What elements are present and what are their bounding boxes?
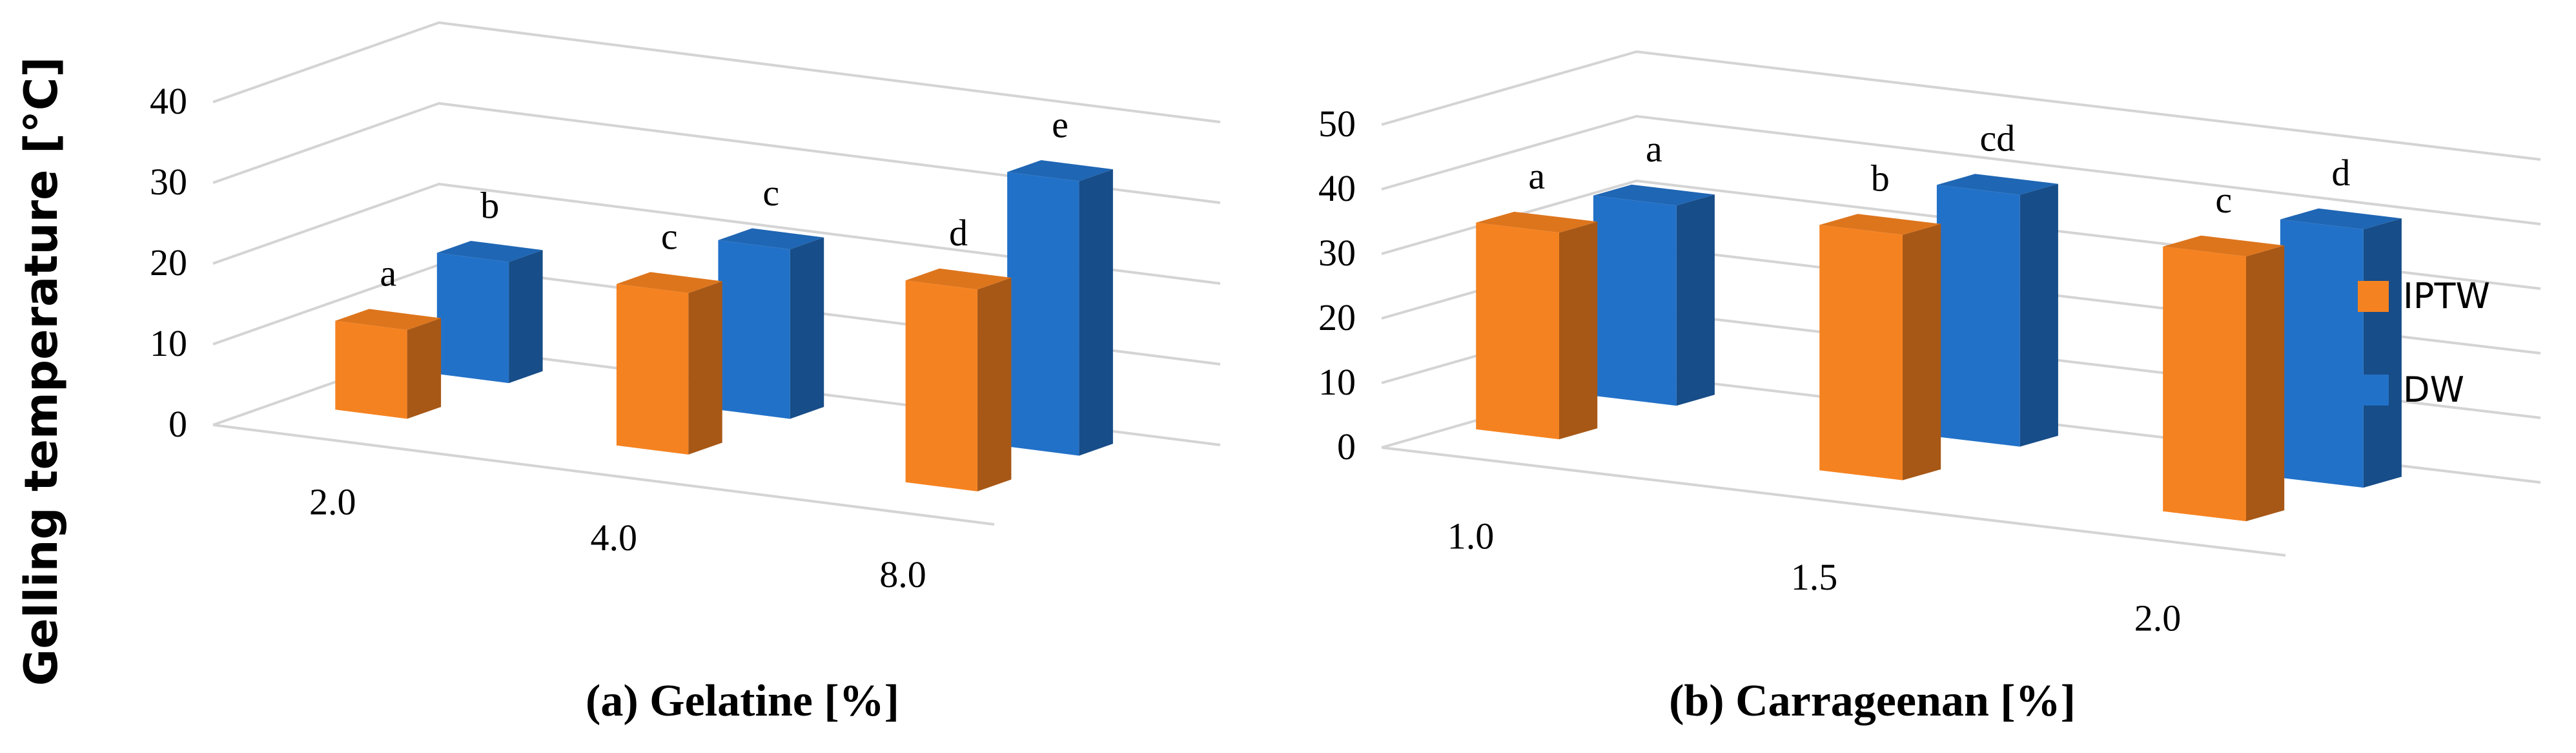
gridline — [212, 101, 1221, 204]
y-axis-title: Gelling temperature [°C] — [15, 57, 68, 686]
bar-dw-2.0 — [436, 241, 543, 384]
bar-side — [2019, 183, 2058, 447]
bar-dw-1.5 — [1936, 174, 2058, 447]
data-label: b — [1871, 158, 1890, 200]
bar-front — [2163, 246, 2246, 522]
bar-dw-2.0 — [2280, 208, 2402, 488]
bar-side — [977, 278, 1012, 491]
y-tick-label: 0 — [1337, 426, 1356, 468]
data-label: c — [661, 216, 678, 258]
bar-side — [2246, 245, 2285, 522]
legend-item-iptw: IPTW — [2358, 276, 2490, 316]
x-tick-label: 1.5 — [1791, 556, 1838, 598]
x-tick-label: 2.0 — [2134, 597, 2182, 639]
gridline — [212, 182, 1221, 285]
y-tick-label: 10 — [150, 322, 187, 364]
bar-side — [407, 318, 442, 419]
bar-side — [1676, 194, 1715, 406]
bar-top — [436, 241, 543, 262]
bar-top — [905, 268, 1012, 290]
bar-side — [1559, 222, 1598, 440]
bar-front — [1476, 222, 1559, 440]
y-tick-label: 30 — [1318, 232, 1356, 274]
data-label: a — [1528, 155, 1545, 197]
y-tick-label: 10 — [1318, 361, 1356, 403]
y-tick-label: 50 — [1318, 103, 1356, 145]
bar-front — [718, 240, 790, 419]
y-tick-label: 20 — [1318, 296, 1356, 338]
legend-swatch — [2358, 375, 2389, 406]
y-tick-label: 20 — [150, 242, 187, 284]
bar-iptw-1.5 — [1819, 214, 1941, 480]
bar-iptw-4.0 — [616, 272, 722, 455]
bar-iptw-8.0 — [905, 268, 1012, 491]
bar-iptw-2.0 — [335, 309, 442, 419]
bar-top — [2280, 208, 2402, 230]
y-tick-label: 40 — [150, 80, 187, 122]
x-tick-label: 8.0 — [879, 553, 926, 595]
bar-top — [1476, 211, 1598, 233]
legend: IPTW DW — [2358, 276, 2490, 410]
bar-side — [1079, 169, 1113, 456]
chart-panel-carrageenan: 0 10 20 30 40 50 a cd d a b c 1.0 1.5 2.0 (b) Carrageen… — [1318, 50, 2541, 726]
legend-label: IPTW — [2403, 276, 2490, 316]
bar-front — [1593, 195, 1677, 406]
legend-item-dw: DW — [2358, 369, 2464, 410]
bar-dw-8.0 — [1007, 160, 1113, 456]
floor-edge — [212, 424, 995, 526]
bar-front — [1936, 185, 2020, 447]
x-axis-title: (a) Gelatine [%] — [586, 676, 899, 726]
y-tick-label: 40 — [1318, 167, 1356, 209]
floor-edge — [1381, 446, 2286, 557]
data-label: a — [1646, 128, 1662, 170]
data-label: c — [762, 172, 779, 214]
bar-dw-4.0 — [718, 228, 824, 419]
data-label: d — [2331, 152, 2350, 194]
chart-panel-gelatine: 0 10 20 30 40 b c e a c d 2.0 4.0 8.0 (a) Gelatine [%] — [150, 21, 1221, 726]
data-label: e — [1052, 103, 1068, 145]
x-tick-label: 1.0 — [1447, 515, 1495, 557]
bar-front — [1819, 225, 1903, 480]
bar-top — [335, 309, 442, 330]
bar-top — [718, 228, 824, 250]
bar-side — [2363, 218, 2402, 488]
bar-top — [1936, 174, 2058, 195]
bar-front — [2280, 219, 2364, 488]
bar-side — [1903, 223, 1941, 480]
data-label: c — [2215, 179, 2232, 221]
y-tick-label: 30 — [150, 161, 187, 203]
data-label: d — [949, 212, 968, 254]
bar-front — [436, 253, 509, 384]
data-label: cd — [1980, 118, 2016, 160]
x-tick-label: 2.0 — [309, 481, 356, 523]
x-axis-title: (b) Carrageenan [%] — [1669, 676, 2076, 726]
bar-top — [1593, 184, 1715, 206]
gridline — [1381, 114, 2541, 225]
bar-side — [688, 281, 722, 455]
legend-label: DW — [2403, 369, 2464, 410]
gridline — [212, 21, 1221, 123]
bar-side — [790, 237, 824, 419]
bar-iptw-2.0 — [2163, 235, 2285, 522]
bar-top — [1819, 214, 1941, 235]
bar-top — [1007, 160, 1113, 181]
bar-top — [2163, 235, 2285, 257]
y-tick-label: 0 — [169, 403, 187, 445]
bar-iptw-1.0 — [1476, 211, 1598, 440]
data-label: b — [480, 184, 499, 226]
bar-side — [509, 250, 543, 384]
bar-front — [905, 280, 977, 491]
data-label: a — [380, 253, 396, 294]
bar-front — [1007, 172, 1079, 456]
legend-swatch — [2358, 281, 2389, 312]
bar-front — [335, 320, 407, 419]
bar-front — [616, 284, 689, 455]
bar-dw-1.0 — [1593, 184, 1715, 406]
x-tick-label: 4.0 — [591, 517, 638, 559]
gridline — [1381, 50, 2541, 161]
bar-top — [616, 272, 722, 293]
